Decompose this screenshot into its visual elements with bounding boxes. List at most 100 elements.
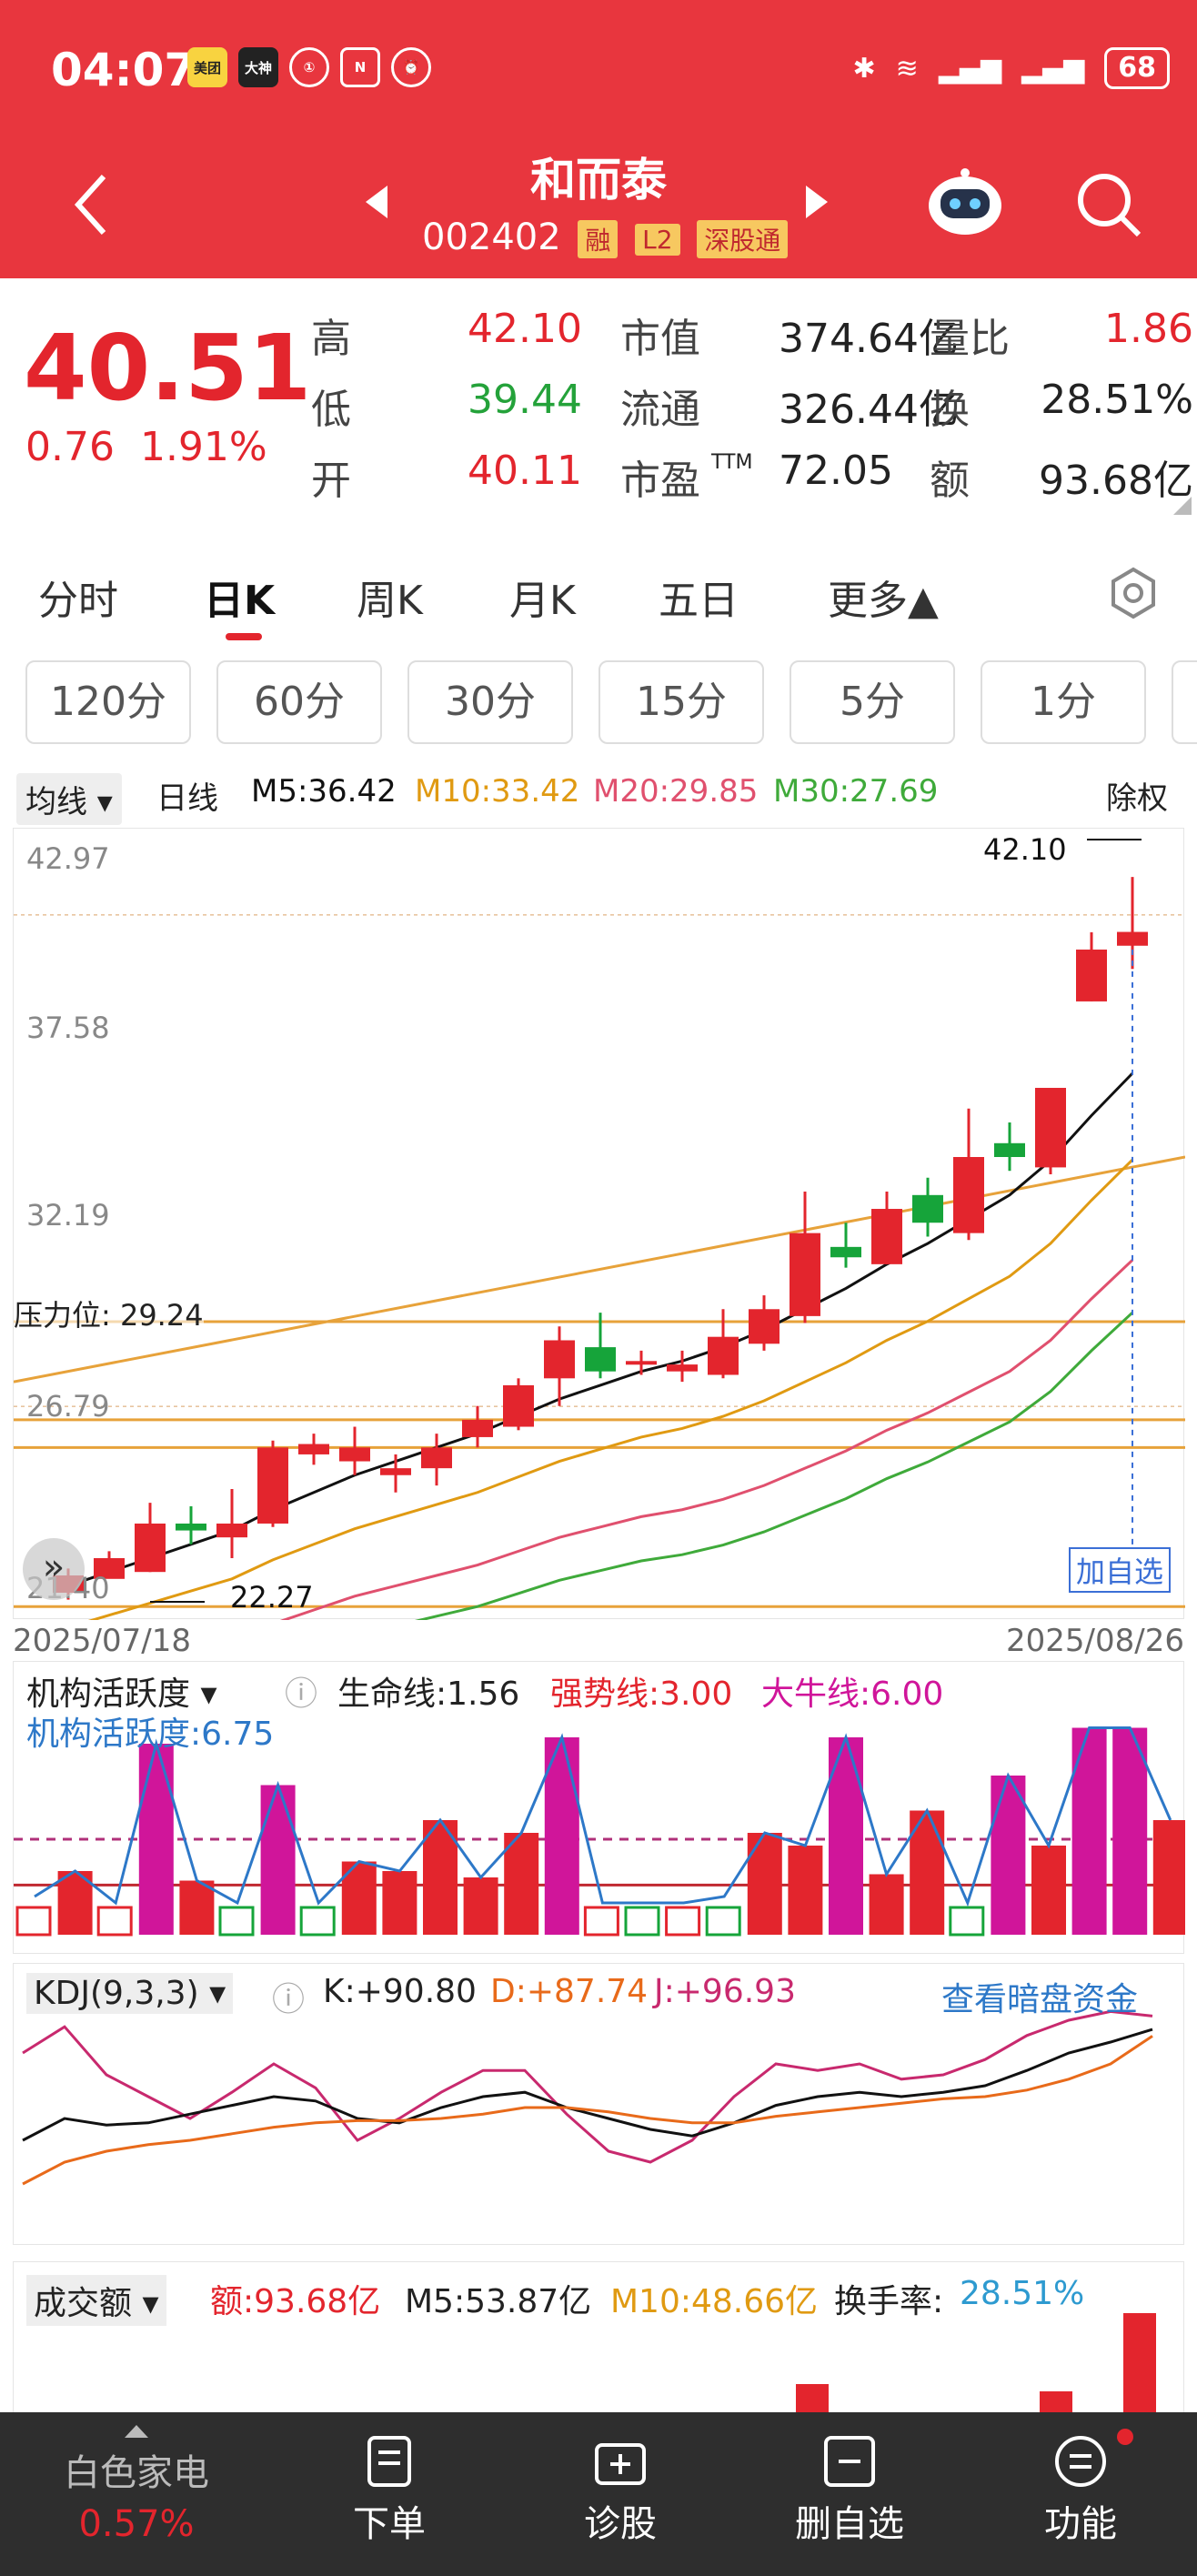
quote-l3-row1: 换	[930, 387, 970, 433]
activity-bar	[382, 1871, 417, 1935]
activity-select[interactable]: 机构活跃度 ▾	[26, 1675, 217, 1713]
dashen-icon: 大神	[238, 47, 278, 87]
nav-order[interactable]: 下单	[317, 2434, 462, 2547]
activity-bar	[504, 1833, 539, 1935]
quote-v1-row0: 42.10	[468, 306, 582, 352]
signal2-icon: ▂▄▆	[1021, 52, 1085, 85]
tab-more[interactable]: 更多▲	[828, 578, 939, 624]
candle	[339, 1447, 370, 1462]
search-icon[interactable]	[1073, 169, 1146, 242]
y-label-2: 37.58	[26, 1011, 110, 1045]
expand-corner-icon[interactable]	[1173, 497, 1192, 515]
battery-icon: 68	[1104, 47, 1170, 89]
candle	[790, 1233, 820, 1316]
activity-bar	[423, 1820, 458, 1935]
tag-margin: 融	[578, 220, 619, 258]
candle	[257, 1447, 288, 1524]
candle	[1076, 949, 1107, 1001]
pill-60min[interactable]: 60分	[216, 660, 382, 744]
activity-bar	[1152, 1820, 1185, 1935]
dark-pool-link[interactable]: 查看暗盘资金	[941, 1981, 1139, 2018]
activity-bar	[1031, 1846, 1066, 1935]
activity-bar	[260, 1785, 296, 1935]
pill-120min[interactable]: 120分	[25, 660, 191, 744]
period-label: 日线	[156, 780, 218, 817]
activity-bar	[544, 1737, 579, 1935]
candle	[1035, 1087, 1066, 1168]
quote-l3-row0: 量比	[930, 316, 1010, 362]
trend-line	[13, 1155, 1186, 1384]
tab-intraday[interactable]: 分时	[38, 578, 118, 624]
change-value: 0.76	[25, 424, 115, 470]
low-marker: 22.27	[230, 1580, 314, 1615]
candle	[176, 1523, 206, 1531]
activity-bar	[624, 1906, 660, 1937]
activity-bar	[665, 1906, 701, 1937]
quote-v1-row1: 39.44	[468, 377, 582, 423]
tab-monthly-k[interactable]: 月K	[509, 578, 576, 624]
period-tabs: 分时 日K 周K 月K 五日 更多▲	[0, 546, 1197, 646]
stock-code: 002402	[422, 216, 561, 258]
volume-m5: M5:53.87亿	[405, 2283, 592, 2320]
activity-bar	[991, 1776, 1026, 1935]
life-line: 生命线:1.56	[337, 1675, 520, 1713]
candle	[912, 1194, 943, 1223]
kdj-select[interactable]: KDJ(9,3,3) ▾	[26, 1973, 234, 2014]
prev-stock-icon[interactable]	[364, 184, 391, 220]
clock: 04:07	[51, 44, 196, 96]
settings-icon[interactable]	[1106, 566, 1161, 620]
quote-l3-row2: 额	[930, 458, 970, 504]
activity-bar	[869, 1874, 904, 1935]
pill-15min[interactable]: 15分	[598, 660, 764, 744]
candle	[994, 1142, 1025, 1158]
pill-5min[interactable]: 5分	[790, 660, 955, 744]
kline-svg	[13, 839, 1186, 1719]
kdj-k: K:+90.80	[323, 1973, 477, 2010]
pill-30min[interactable]: 30分	[407, 660, 573, 744]
indicator-select[interactable]: 均线 ▾	[16, 773, 122, 825]
tab-five-day[interactable]: 五日	[659, 578, 739, 624]
signal-icon: ▂▄▆	[938, 52, 1002, 85]
next-stock-icon[interactable]	[802, 184, 830, 220]
kdj-help-icon[interactable]: ⓘ	[272, 1981, 306, 2018]
back-icon[interactable]	[73, 173, 109, 236]
add-watchlist-button[interactable]: 加自选	[1069, 1547, 1172, 1593]
pill-more[interactable]	[1172, 660, 1197, 744]
kline-chart[interactable]: 42.97 37.58 32.19 26.79 21.40 压力位: 29.24…	[13, 828, 1186, 1719]
adjust-toggle[interactable]: 除权	[1106, 780, 1168, 817]
strong-line: 强势线:3.00	[550, 1675, 733, 1713]
nav-diagnose-label: 诊股	[584, 2503, 657, 2545]
nav-remove-label: 删自选	[795, 2503, 904, 2545]
nav-function[interactable]: 功能	[1008, 2434, 1153, 2547]
candle	[585, 1347, 616, 1372]
nav-remove-watchlist[interactable]: 删自选	[777, 2434, 922, 2547]
candle	[216, 1523, 247, 1538]
bull-line: 大牛线:6.00	[761, 1675, 944, 1713]
tab-weekly-k[interactable]: 周K	[357, 578, 423, 624]
high-marker: 42.10	[983, 832, 1067, 867]
y-label-top: 42.97	[26, 841, 110, 876]
candle	[749, 1309, 780, 1344]
help-icon[interactable]: ⓘ	[285, 1675, 318, 1713]
expand-signals-icon[interactable]: »	[23, 1538, 85, 1600]
quote-v3-row2: 93.68亿	[1039, 458, 1193, 504]
quote-l1-row1: 低	[311, 387, 351, 433]
ma20-value: M20:29.85	[593, 773, 759, 810]
activity-bar	[910, 1810, 945, 1935]
kdj-d: D:+87.74	[490, 1973, 649, 2010]
volume-select[interactable]: 成交额 ▾	[26, 2275, 166, 2326]
activity-bar	[788, 1846, 823, 1935]
sector-info[interactable]: 白色家电 0.57%	[55, 2423, 218, 2545]
wifi-icon: ≋	[895, 52, 919, 85]
robot-icon[interactable]	[924, 162, 1006, 244]
tab-daily-k[interactable]: 日K	[204, 578, 276, 624]
pill-1min[interactable]: 1分	[981, 660, 1146, 744]
y-label-3: 32.19	[26, 1198, 110, 1233]
candle	[667, 1364, 698, 1372]
activity-bar	[705, 1906, 741, 1937]
candle	[462, 1419, 493, 1437]
activity-value: 机构活跃度:6.75	[26, 1716, 275, 1753]
quote-v2-row0: 374.64亿	[779, 316, 959, 362]
remove-icon	[824, 2436, 875, 2487]
nav-diagnose[interactable]: 诊股	[548, 2434, 693, 2547]
